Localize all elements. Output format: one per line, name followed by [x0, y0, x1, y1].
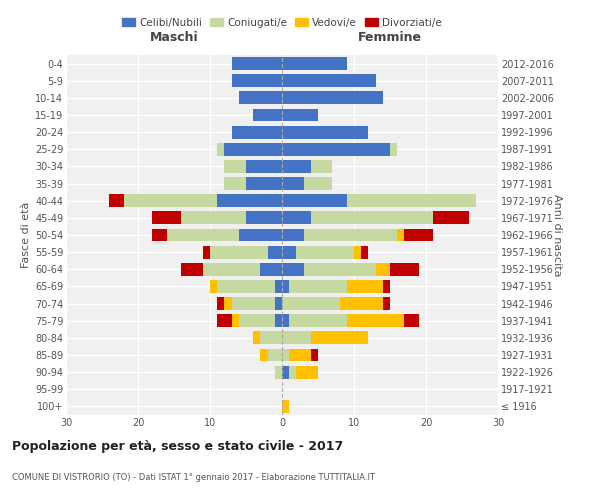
- Bar: [260, 263, 282, 276]
- Bar: [282, 366, 289, 378]
- Bar: [246, 160, 282, 173]
- Y-axis label: Anni di nascita: Anni di nascita: [552, 194, 562, 276]
- Bar: [282, 400, 289, 413]
- Bar: [340, 297, 383, 310]
- Bar: [383, 297, 390, 310]
- Bar: [311, 212, 433, 224]
- Bar: [282, 160, 311, 173]
- Bar: [217, 280, 275, 293]
- Bar: [289, 348, 311, 362]
- Bar: [246, 212, 282, 224]
- Bar: [282, 194, 347, 207]
- Bar: [282, 143, 390, 156]
- Bar: [304, 228, 397, 241]
- Bar: [275, 297, 282, 310]
- Bar: [203, 263, 260, 276]
- Bar: [275, 314, 282, 327]
- Bar: [282, 314, 289, 327]
- Bar: [311, 348, 318, 362]
- Bar: [232, 314, 239, 327]
- Bar: [282, 280, 289, 293]
- Bar: [282, 212, 311, 224]
- Bar: [232, 57, 282, 70]
- Bar: [404, 314, 419, 327]
- Bar: [282, 263, 304, 276]
- Bar: [282, 177, 304, 190]
- Bar: [282, 246, 296, 258]
- Y-axis label: Fasce di età: Fasce di età: [20, 202, 31, 268]
- Bar: [383, 280, 390, 293]
- Text: Popolazione per età, sesso e stato civile - 2017: Popolazione per età, sesso e stato civil…: [12, 440, 343, 453]
- Bar: [282, 57, 347, 70]
- Bar: [260, 332, 282, 344]
- Legend: Celibi/Nubili, Coniugati/e, Vedovi/e, Divorziati/e: Celibi/Nubili, Coniugati/e, Vedovi/e, Di…: [118, 14, 446, 32]
- Bar: [282, 228, 304, 241]
- Bar: [390, 263, 419, 276]
- Bar: [311, 332, 368, 344]
- Bar: [289, 280, 347, 293]
- Bar: [239, 228, 282, 241]
- Text: COMUNE DI VISTRORIO (TO) - Dati ISTAT 1° gennaio 2017 - Elaborazione TUTTITALIA.: COMUNE DI VISTRORIO (TO) - Dati ISTAT 1°…: [12, 473, 375, 482]
- Bar: [347, 314, 404, 327]
- Bar: [203, 246, 210, 258]
- Bar: [289, 366, 296, 378]
- Bar: [152, 228, 167, 241]
- Bar: [304, 177, 332, 190]
- Bar: [282, 126, 368, 138]
- Bar: [404, 228, 433, 241]
- Bar: [152, 212, 181, 224]
- Bar: [361, 246, 368, 258]
- Bar: [217, 314, 232, 327]
- Bar: [397, 228, 404, 241]
- Bar: [253, 108, 282, 122]
- Bar: [296, 366, 318, 378]
- Bar: [282, 74, 376, 87]
- Bar: [253, 332, 260, 344]
- Bar: [268, 348, 282, 362]
- Bar: [347, 280, 383, 293]
- Bar: [217, 194, 282, 207]
- Bar: [268, 246, 282, 258]
- Bar: [232, 74, 282, 87]
- Bar: [390, 143, 397, 156]
- Bar: [282, 297, 340, 310]
- Bar: [282, 92, 383, 104]
- Bar: [217, 297, 224, 310]
- Bar: [282, 348, 289, 362]
- Bar: [224, 143, 282, 156]
- Bar: [181, 263, 203, 276]
- Bar: [109, 194, 124, 207]
- Bar: [224, 297, 232, 310]
- Text: Femmine: Femmine: [358, 31, 422, 44]
- Bar: [275, 366, 282, 378]
- Bar: [376, 263, 390, 276]
- Bar: [433, 212, 469, 224]
- Bar: [282, 108, 318, 122]
- Bar: [296, 246, 354, 258]
- Bar: [246, 177, 282, 190]
- Bar: [232, 297, 275, 310]
- Bar: [354, 246, 361, 258]
- Text: Maschi: Maschi: [149, 31, 199, 44]
- Bar: [304, 263, 376, 276]
- Bar: [275, 280, 282, 293]
- Bar: [311, 160, 332, 173]
- Bar: [347, 194, 476, 207]
- Bar: [282, 332, 311, 344]
- Bar: [224, 160, 246, 173]
- Bar: [260, 348, 268, 362]
- Bar: [217, 143, 224, 156]
- Bar: [289, 314, 347, 327]
- Bar: [239, 314, 275, 327]
- Bar: [210, 280, 217, 293]
- Bar: [124, 194, 217, 207]
- Bar: [167, 228, 239, 241]
- Bar: [239, 92, 282, 104]
- Bar: [224, 177, 246, 190]
- Bar: [181, 212, 246, 224]
- Bar: [210, 246, 268, 258]
- Bar: [232, 126, 282, 138]
